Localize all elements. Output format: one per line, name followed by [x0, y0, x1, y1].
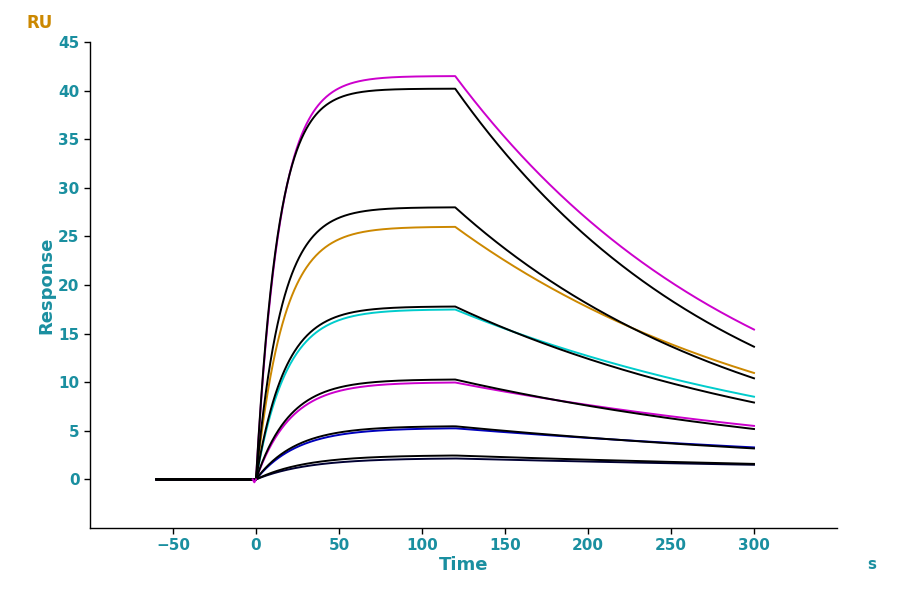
X-axis label: Time: Time	[439, 556, 488, 574]
Text: RU: RU	[26, 14, 53, 32]
Y-axis label: Response: Response	[38, 236, 56, 334]
Text: s: s	[867, 557, 876, 572]
